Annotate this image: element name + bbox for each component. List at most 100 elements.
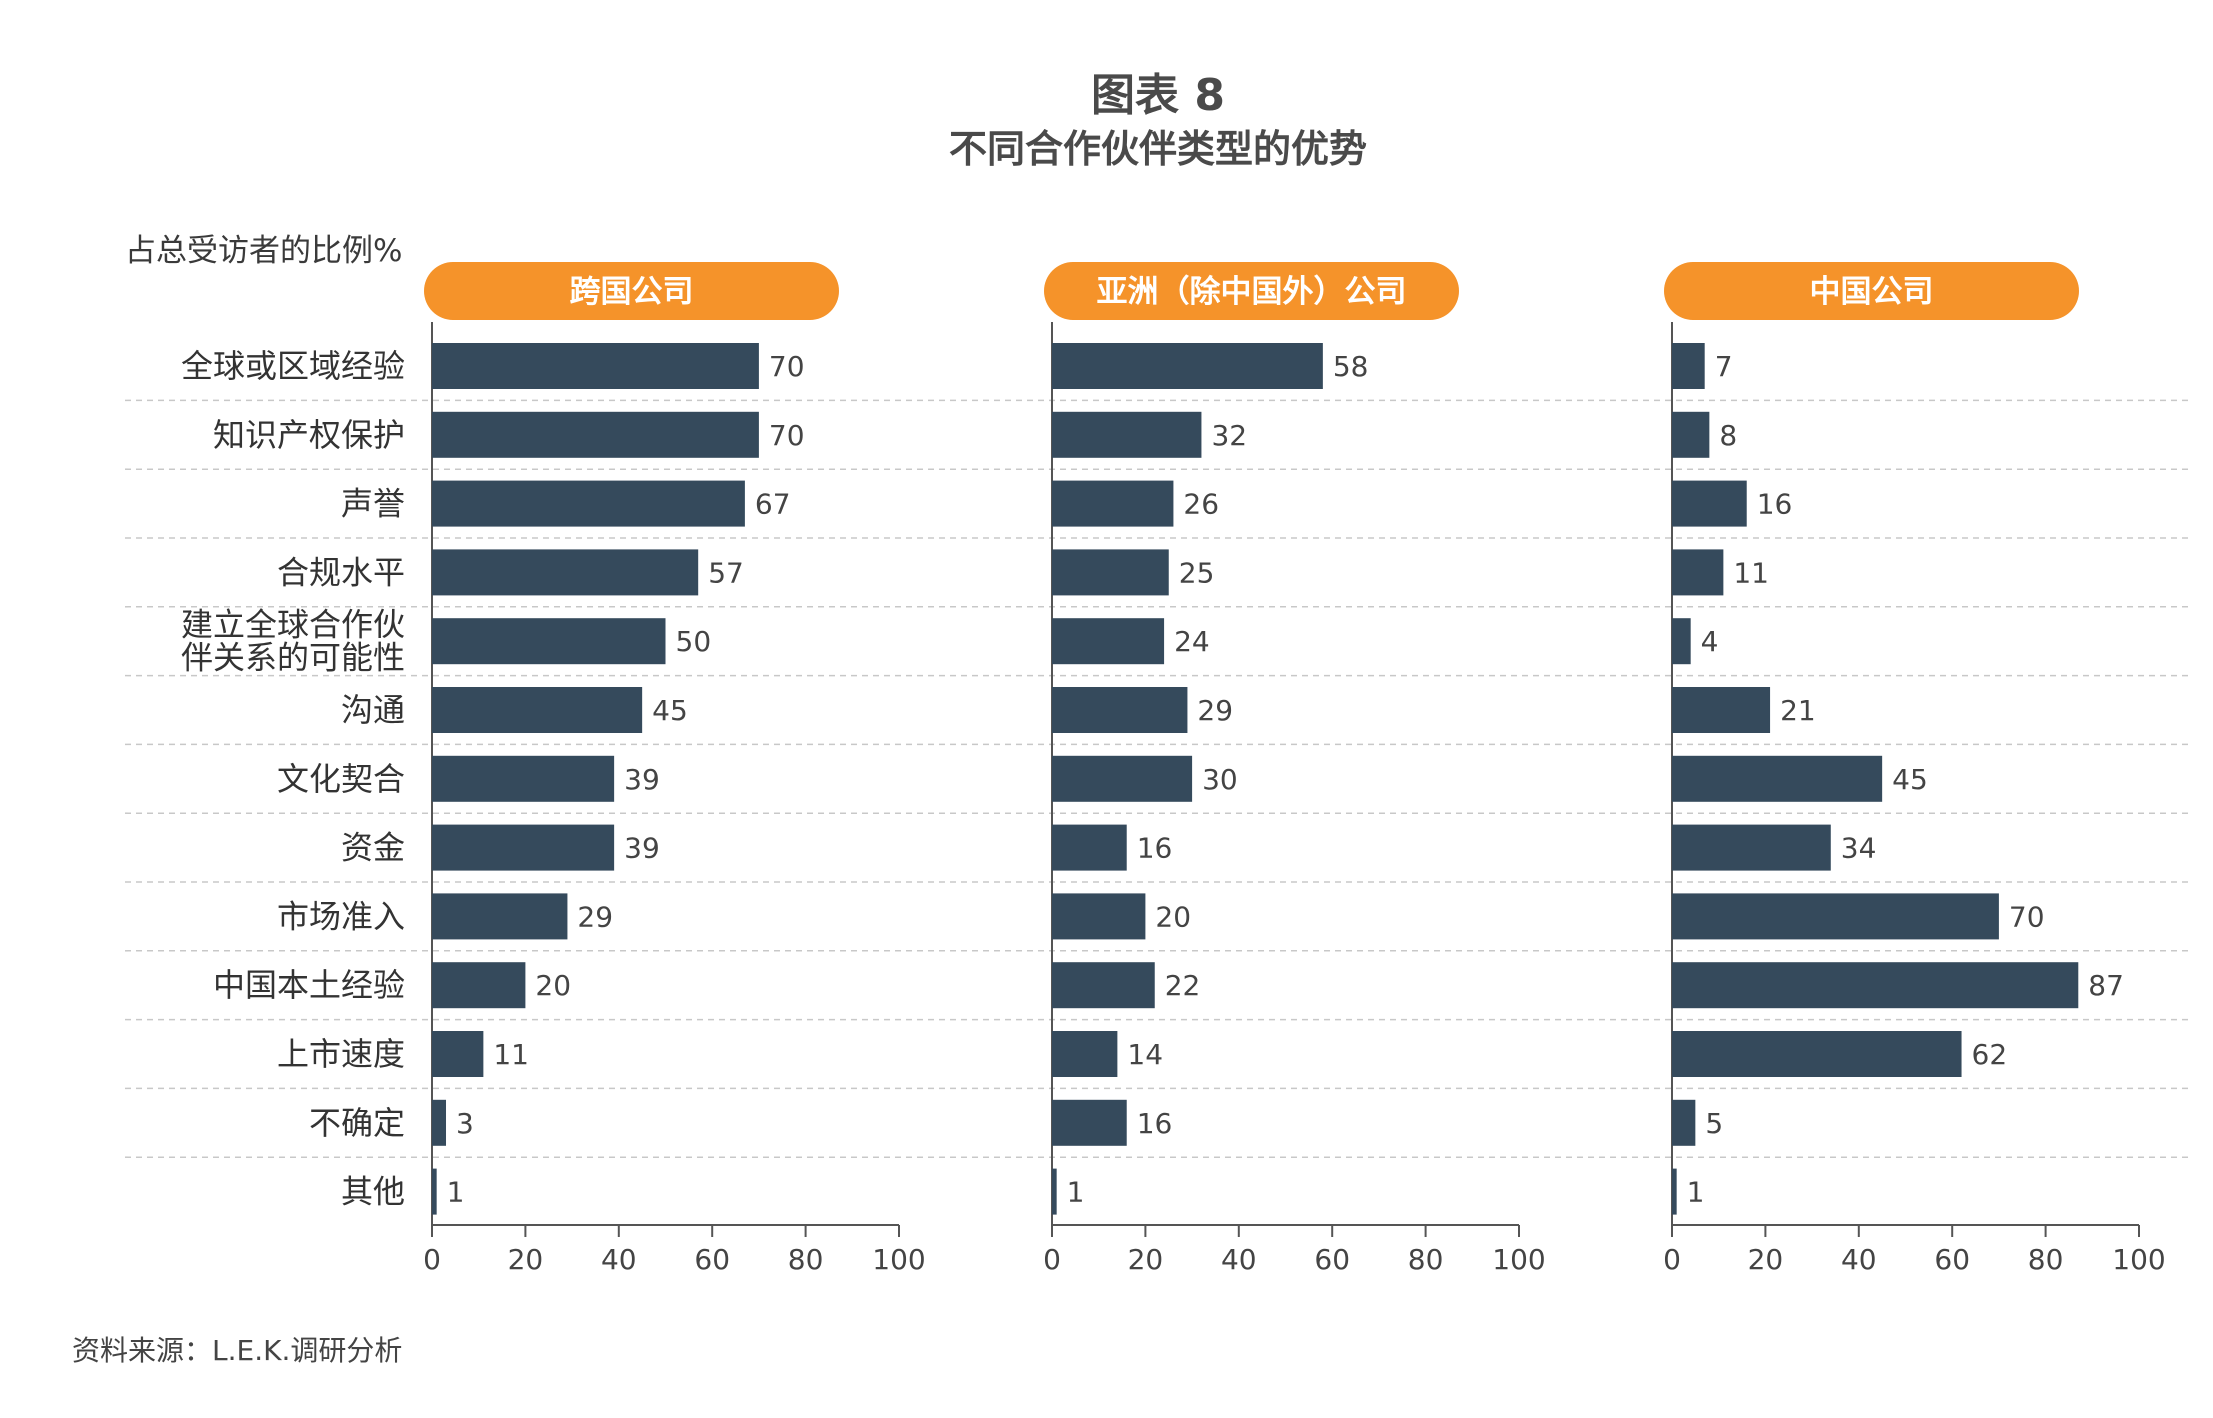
x-tick-label: 0 <box>423 1243 441 1276</box>
bar-value-label: 21 <box>1780 694 1816 727</box>
category-label: 建立全球合作伙 <box>181 606 405 644</box>
bar <box>1052 1168 1057 1215</box>
plot-area: 全球或区域经验知识产权保护声誉合规水平建立全球合作伙伴关系的可能性沟通文化契合资… <box>125 262 2190 1276</box>
bar <box>1052 343 1323 389</box>
bar <box>1672 480 1747 527</box>
category-label: 上市速度 <box>277 1035 405 1073</box>
bar <box>1052 687 1188 733</box>
bar <box>1672 824 1831 871</box>
bar-value-label: 4 <box>1701 625 1719 658</box>
bar-value-label: 45 <box>1892 763 1928 796</box>
category-label: 声誉 <box>341 485 405 523</box>
bar <box>1672 687 1771 733</box>
bar-value-label: 67 <box>755 488 791 521</box>
bar <box>1052 755 1193 802</box>
bar-value-label: 29 <box>577 900 613 933</box>
bar-value-label: 8 <box>1719 419 1737 452</box>
source-note: 资料来源：L.E.K.调研分析 <box>72 1334 402 1367</box>
bar <box>1052 893 1146 940</box>
bar-value-label: 7 <box>1715 350 1733 383</box>
bar-value-label: 58 <box>1333 350 1369 383</box>
bar-value-label: 34 <box>1841 832 1877 865</box>
bar-value-label: 50 <box>676 625 712 658</box>
category-label: 全球或区域经验 <box>181 347 405 385</box>
bar-value-label: 16 <box>1137 832 1173 865</box>
panel-title: 亚洲（除中国外）公司 <box>1097 274 1407 310</box>
bar <box>1052 549 1169 596</box>
chart-title: 图表 8 <box>1091 70 1225 121</box>
x-tick-label: 0 <box>1663 1243 1681 1276</box>
bar <box>1672 1168 1677 1215</box>
bar <box>1672 755 1883 802</box>
bar <box>432 1031 484 1077</box>
x-tick-label: 80 <box>2028 1243 2064 1276</box>
bar <box>1672 343 1705 389</box>
bar-value-label: 1 <box>1687 1176 1705 1209</box>
bar <box>432 411 759 458</box>
panel-header-3 <box>1664 262 2079 320</box>
bar <box>432 549 699 596</box>
bar-value-label: 1 <box>447 1176 465 1209</box>
bar <box>1052 1031 1118 1077</box>
bar-value-label: 14 <box>1127 1038 1163 1071</box>
bar-value-label: 26 <box>1183 488 1219 521</box>
bar <box>1672 618 1691 665</box>
x-tick-label: 20 <box>508 1243 544 1276</box>
category-label: 合规水平 <box>277 553 405 591</box>
bar-value-label: 3 <box>456 1107 474 1140</box>
bar <box>1052 962 1155 1009</box>
category-label: 伴关系的可能性 <box>181 639 405 677</box>
bar-value-label: 70 <box>769 419 805 452</box>
bar <box>432 618 666 665</box>
x-tick-label: 80 <box>1408 1243 1444 1276</box>
x-tick-label: 80 <box>788 1243 824 1276</box>
x-tick-label: 40 <box>1221 1243 1257 1276</box>
panel-title: 跨国公司 <box>570 274 694 310</box>
bar <box>1672 1099 1696 1146</box>
bar <box>1672 549 1724 596</box>
bar-value-label: 5 <box>1705 1107 1723 1140</box>
bar <box>1672 411 1710 458</box>
category-label: 其他 <box>341 1173 405 1211</box>
x-tick-label: 60 <box>1314 1243 1350 1276</box>
chart-subtitle: 不同合作伙伴类型的优势 <box>949 127 1367 171</box>
bar-value-label: 11 <box>1733 556 1769 589</box>
bar-value-label: 87 <box>2088 969 2124 1002</box>
bar <box>1052 824 1127 871</box>
category-label: 知识产权保护 <box>213 416 405 454</box>
bar-value-label: 25 <box>1179 556 1215 589</box>
x-tick-label: 100 <box>872 1243 925 1276</box>
bar <box>1672 1031 1962 1077</box>
bar-value-label: 39 <box>624 763 660 796</box>
bar <box>432 824 615 871</box>
bar <box>432 1099 447 1146</box>
bar <box>432 893 568 940</box>
x-tick-label: 60 <box>694 1243 730 1276</box>
bar <box>432 755 615 802</box>
panel-title: 中国公司 <box>1810 274 1934 310</box>
category-label: 资金 <box>341 829 405 867</box>
bar-value-label: 16 <box>1137 1107 1173 1140</box>
x-tick-label: 0 <box>1043 1243 1061 1276</box>
x-tick-label: 20 <box>1748 1243 1784 1276</box>
bar <box>1052 618 1165 665</box>
x-tick-label: 100 <box>2112 1243 2165 1276</box>
x-tick-label: 40 <box>601 1243 637 1276</box>
y-axis-label: 占总受访者的比例% <box>125 233 402 269</box>
bar <box>1052 411 1202 458</box>
bar-value-label: 29 <box>1197 694 1233 727</box>
bar-value-label: 70 <box>769 350 805 383</box>
bar-value-label: 20 <box>1155 900 1191 933</box>
x-tick-label: 60 <box>1934 1243 1970 1276</box>
x-tick-label: 100 <box>1492 1243 1545 1276</box>
bar-value-label: 32 <box>1211 419 1247 452</box>
bar <box>432 343 759 389</box>
x-tick-label: 40 <box>1841 1243 1877 1276</box>
bar-value-label: 70 <box>2009 900 2045 933</box>
bar-value-label: 39 <box>624 832 660 865</box>
bar-value-label: 1 <box>1067 1176 1085 1209</box>
category-label: 市场准入 <box>277 897 405 935</box>
bar-value-label: 62 <box>1972 1038 2008 1071</box>
bar-value-label: 11 <box>493 1038 529 1071</box>
